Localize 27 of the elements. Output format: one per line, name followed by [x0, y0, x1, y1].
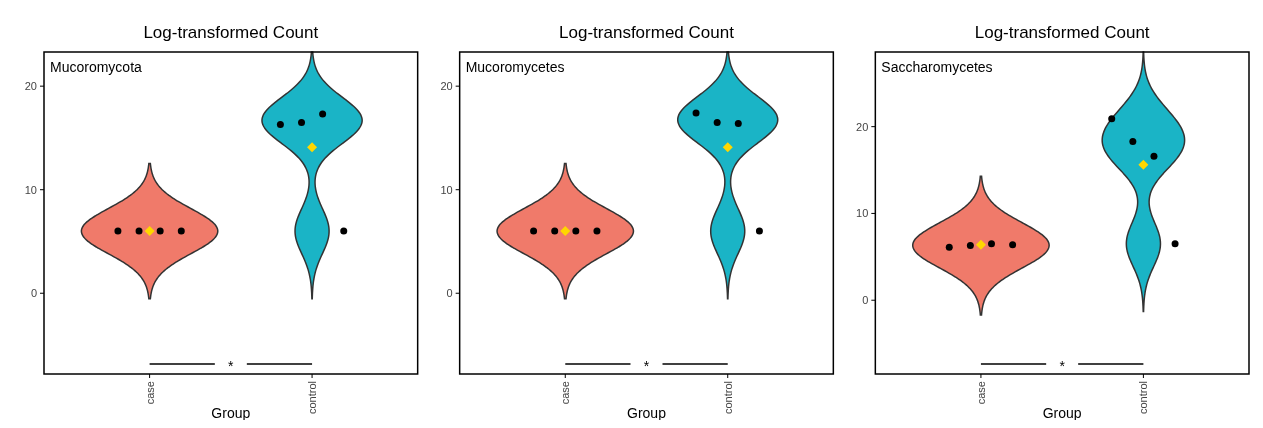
x-axis-title: Group — [627, 405, 667, 421]
text: Mucoromycota — [50, 59, 143, 75]
y-tick-label: 10 — [440, 183, 453, 196]
x-tick-label: control — [721, 381, 734, 415]
x-axis-title: Group — [1042, 405, 1082, 421]
text: Mucoromycetes — [465, 59, 565, 75]
y-tick-label: 0 — [862, 294, 869, 307]
x-axis-title: Group — [211, 405, 251, 421]
chart-title: Log-transformed Count — [143, 23, 319, 42]
chart-title: Log-transformed Count — [974, 23, 1150, 42]
annotation: * — [1059, 358, 1066, 374]
y-tick-label: 20 — [856, 120, 869, 133]
x-tick-label: control — [1137, 381, 1150, 415]
y-tick-label: 10 — [24, 183, 37, 196]
text: Saccharomycetes — [881, 59, 993, 75]
y-tick-label: 20 — [24, 80, 37, 93]
x-tick-label: case — [143, 381, 156, 405]
annotation: * — [643, 358, 650, 374]
y-tick-label: 0 — [30, 287, 37, 300]
chart-title: Log-transformed Count — [559, 23, 735, 42]
x-tick-label: case — [559, 381, 572, 405]
x-tick-label: control — [306, 381, 319, 415]
annotation: * — [228, 358, 235, 374]
x-tick-label: case — [974, 381, 987, 405]
y-tick-label: 10 — [856, 207, 869, 220]
y-tick-label: 0 — [446, 287, 453, 300]
y-tick-label: 20 — [440, 80, 453, 93]
